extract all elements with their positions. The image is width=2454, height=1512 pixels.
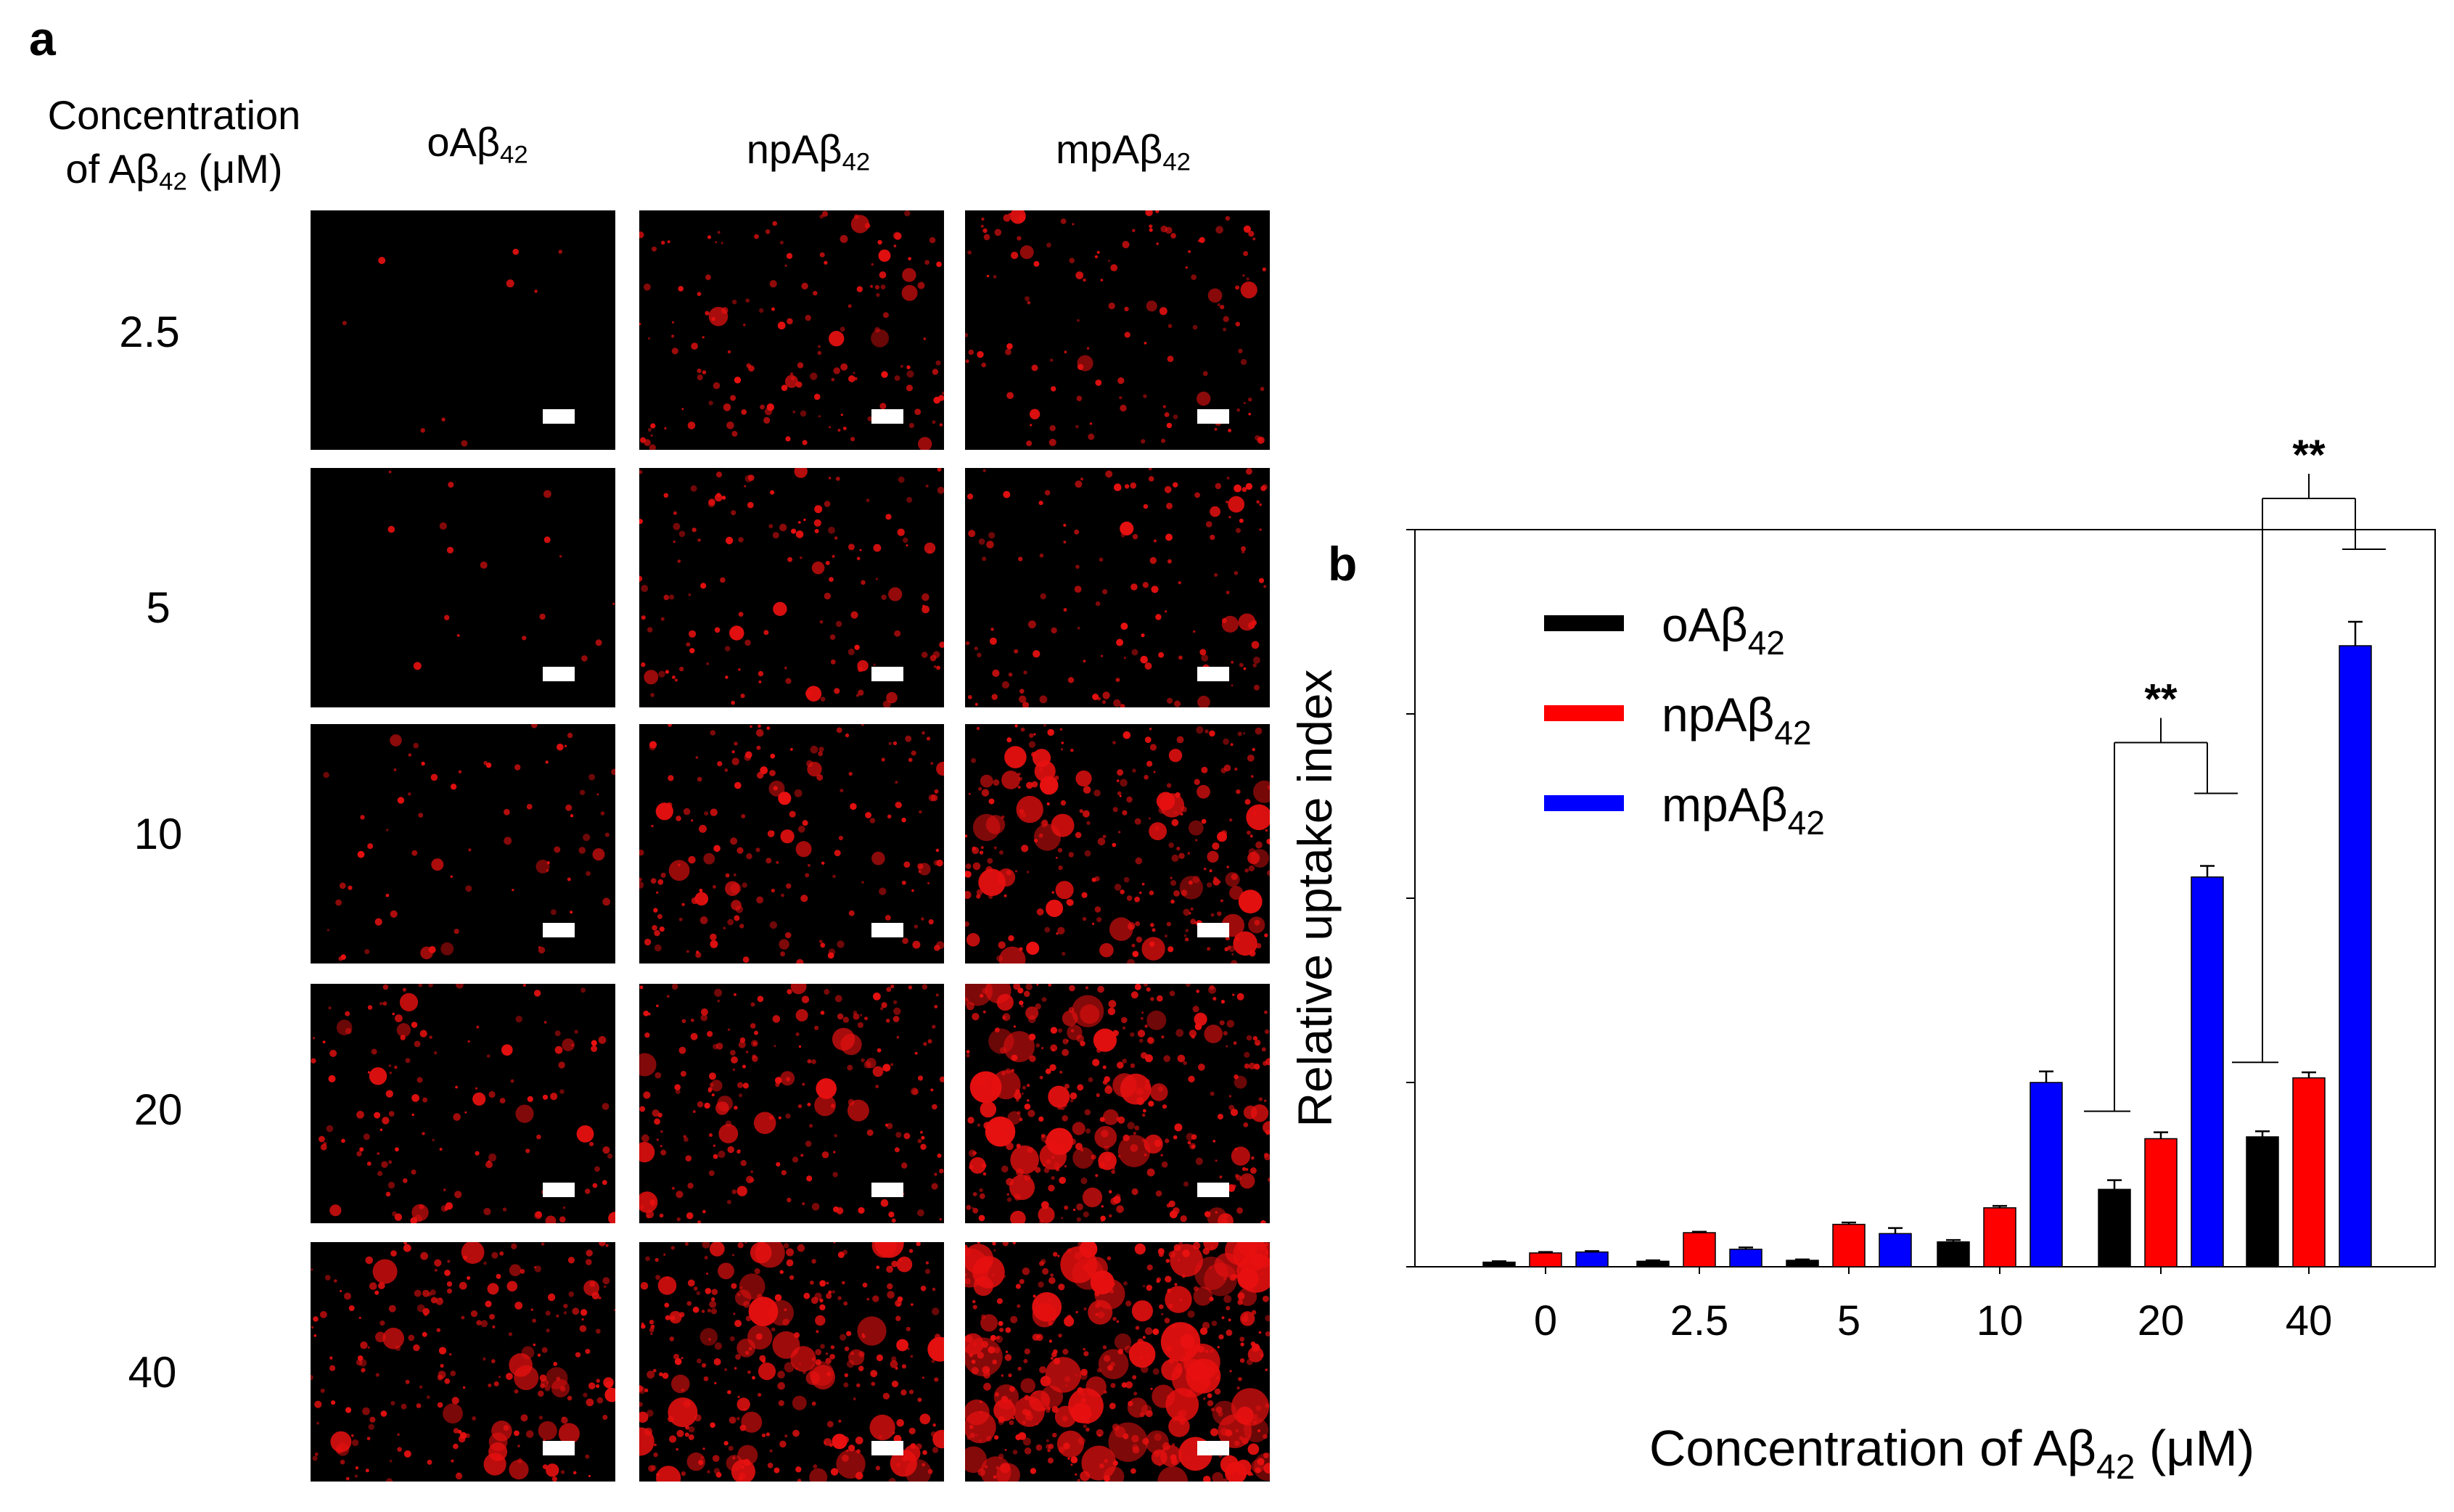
fluorescence-speckles — [639, 724, 944, 964]
scale-bar — [1197, 667, 1229, 681]
legend-swatch — [1544, 615, 1624, 631]
scale-bar — [871, 1441, 903, 1455]
column-header-oab42: oAβ42 — [427, 119, 528, 169]
fluorescence-speckles — [639, 1242, 944, 1482]
bar — [1983, 1207, 2016, 1267]
bar — [1636, 1260, 1670, 1267]
legend-swatch — [1544, 705, 1624, 721]
panel-b-label: b — [1328, 537, 1357, 591]
micrograph-mpab42-20 — [965, 984, 1270, 1223]
column-header-mpab42: mpAβ42 — [1056, 126, 1191, 176]
x-tick-label: 20 — [2138, 1297, 2185, 1344]
micrograph-npab42-5 — [639, 468, 944, 707]
row-label-40: 40 — [128, 1348, 177, 1397]
micrograph-oab42-40 — [311, 1242, 615, 1482]
panel-a-label: a — [29, 12, 56, 65]
scale-bar — [543, 923, 575, 937]
bar — [1683, 1232, 1716, 1267]
scale-bar — [871, 409, 903, 424]
bar — [1786, 1260, 1819, 1267]
row-header: Concentration of Aβ42 (μM) — [22, 89, 327, 196]
row-header-line2: of Aβ42 (μM) — [65, 146, 283, 196]
fluorescence-speckles — [965, 1242, 1270, 1482]
x-tick-label: 40 — [2286, 1297, 2333, 1344]
fluorescence-speckles — [311, 984, 615, 1223]
bar — [2292, 1077, 2326, 1267]
bar — [1529, 1252, 1562, 1267]
scale-bar — [871, 1183, 903, 1197]
column-header-npab42: npAβ42 — [746, 126, 871, 176]
row-label-20: 20 — [134, 1085, 183, 1134]
micrograph-npab42-20 — [639, 984, 944, 1223]
legend-swatch — [1544, 795, 1624, 811]
bar — [2144, 1138, 2178, 1267]
bar — [1575, 1251, 1609, 1267]
scale-bar — [1197, 1441, 1229, 1455]
bar — [2246, 1136, 2279, 1267]
fluorescence-speckles — [342, 248, 563, 447]
bar — [1832, 1223, 1866, 1267]
bar — [2030, 1082, 2063, 1267]
x-tick-label: 2.5 — [1670, 1297, 1729, 1344]
fluorescence-speckles — [311, 1242, 615, 1482]
micrograph-mpab42-2-5 — [965, 210, 1270, 450]
fluorescence-speckles — [965, 724, 1270, 964]
bar — [1879, 1233, 1912, 1267]
scale-bar — [1197, 1183, 1229, 1197]
y-axis-label: Relative uptake index — [1288, 669, 1342, 1127]
scale-bar — [543, 1183, 575, 1197]
bar — [2339, 645, 2372, 1267]
micrograph-oab42-10 — [311, 724, 615, 964]
scale-bar — [871, 923, 903, 937]
legend-label: oAβ42 — [1662, 598, 1785, 662]
scale-bar — [543, 667, 575, 681]
scale-bar — [1197, 409, 1229, 424]
x-tick-label: 0 — [1534, 1297, 1557, 1344]
bar — [1482, 1261, 1516, 1267]
micrograph-npab42-40 — [639, 1242, 944, 1482]
x-tick-label: 10 — [1977, 1297, 2024, 1344]
fluorescence-speckles — [639, 468, 944, 707]
micrograph-mpab42-5 — [965, 468, 1270, 707]
bar — [1729, 1249, 1762, 1267]
fluorescence-speckles — [965, 210, 1266, 447]
micrograph-npab42-2-5 — [639, 210, 944, 450]
scale-bar — [871, 667, 903, 681]
fluorescence-speckles — [387, 470, 615, 670]
bar — [2191, 876, 2224, 1267]
row-header-line1: Concentration — [47, 92, 301, 138]
scale-bar — [543, 409, 575, 424]
row-label-10: 10 — [134, 810, 183, 858]
bar — [1937, 1241, 1970, 1267]
micrograph-npab42-10 — [639, 724, 944, 964]
scale-bar — [1197, 923, 1229, 937]
significance-label: ** — [2144, 676, 2178, 723]
micrograph-oab42-20 — [311, 984, 615, 1223]
row-label-5: 5 — [146, 583, 171, 632]
legend-label: npAβ42 — [1662, 688, 1812, 752]
bar — [2098, 1188, 2131, 1267]
fluorescence-speckles — [639, 210, 944, 450]
row-label-2-5: 2.5 — [119, 308, 180, 356]
micrograph-mpab42-40 — [965, 1242, 1270, 1482]
legend-label: mpAβ42 — [1662, 778, 1825, 842]
micrograph-oab42-2-5 — [311, 210, 615, 450]
fluorescence-speckles — [323, 724, 615, 961]
micrograph-oab42-5 — [311, 468, 615, 707]
fluorescence-speckles — [965, 984, 1270, 1223]
micrograph-mpab42-10 — [965, 724, 1270, 964]
x-axis-label: Concentration of Aβ42 (μM) — [1649, 1420, 2254, 1487]
fluorescence-speckles — [965, 468, 1268, 707]
plot-frame — [1414, 529, 2436, 1267]
significance-label: ** — [2292, 432, 2326, 479]
x-tick-label: 5 — [1837, 1297, 1860, 1344]
scale-bar — [543, 1441, 575, 1455]
fluorescence-speckles — [639, 984, 944, 1223]
